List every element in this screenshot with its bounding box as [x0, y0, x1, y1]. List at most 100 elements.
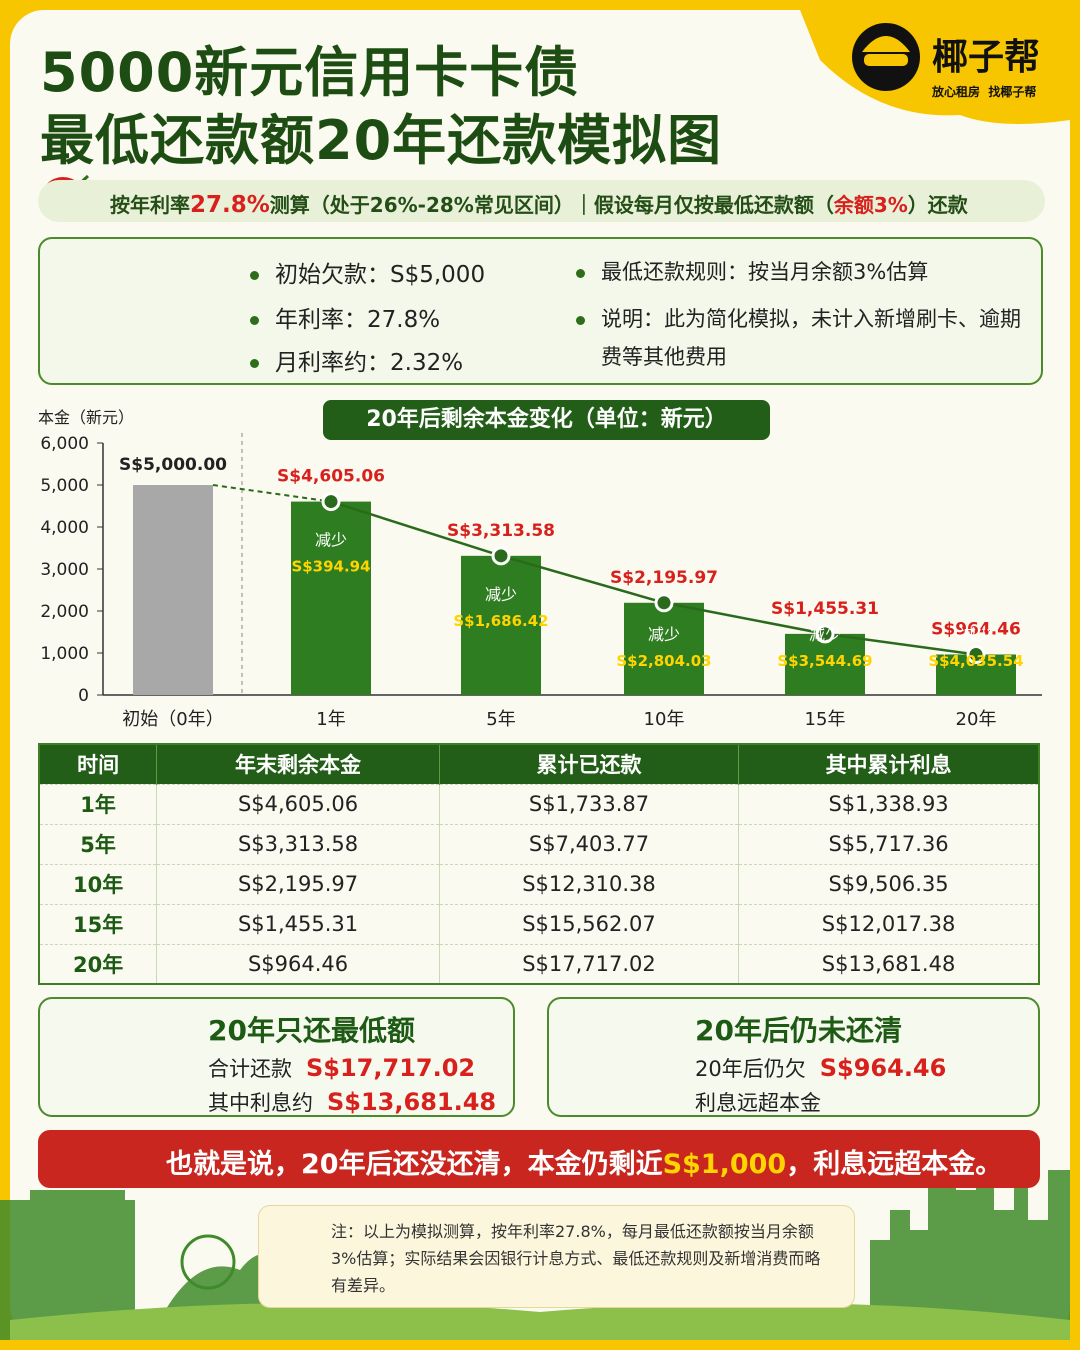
bar	[785, 633, 865, 695]
y-tick-label: 0	[78, 686, 89, 706]
y-tick-label: 1,000	[40, 644, 89, 664]
text: 按年利率	[110, 193, 190, 217]
card: 20年只还最低额 合计还款 S$17,717.02 其中利息约 S$13,681.4…	[38, 997, 515, 1117]
table-cell: 15年	[39, 903, 158, 944]
y-tick-label: 3,000	[40, 560, 89, 580]
table-cell: S$13,681.48	[738, 943, 1040, 984]
table-cell: S$4,605.06	[156, 783, 440, 824]
table-cell: S$15,562.07	[439, 903, 740, 944]
table-row: 1年 S$4,605.06 S$1,733.87 S$1,338.93	[39, 783, 1040, 824]
brand: 椰子帮	[932, 37, 1041, 78]
bar	[624, 602, 704, 695]
table-cell: S$7,403.77	[439, 823, 740, 864]
slogan: 放心租房 找椰子帮	[932, 85, 1037, 99]
table-cell: S$9,506.35	[738, 863, 1040, 904]
amount: S$17,717.02	[306, 1054, 476, 1082]
table-cell: 1年	[39, 783, 158, 824]
table-cell: S$1,455.31	[156, 903, 440, 944]
table-cell: S$12,310.38	[439, 863, 740, 904]
point	[321, 492, 341, 512]
card-line: 合计还款 S$17,717.02	[208, 1053, 513, 1083]
table-cell: S$17,717.02	[439, 943, 740, 984]
value-label: S$5,000.00	[119, 455, 227, 475]
reduction-label: S$2,804.03	[616, 652, 711, 670]
point	[654, 593, 674, 613]
table: 时间 年末剩余本金 累计已还款 其中累计利息 1年 S$4,605.06 S$1,733.8…	[38, 743, 1040, 985]
table-cell: 20年	[39, 943, 158, 984]
title-line: 5000新元信用卡卡债	[40, 41, 580, 104]
assumption: 按年利率27.8%测算（处于26%-28%常见区间）｜假设每月仅按最低还款额（余…	[38, 180, 1045, 222]
x-tick-label: 20年	[956, 709, 997, 730]
card: 20年后仍未还清 20年后仍欠 S$964.46 利息远超本金	[547, 997, 1040, 1117]
highlight: S$1,000	[662, 1149, 787, 1180]
table-header: 时间	[39, 744, 158, 784]
title-line: 最低还款额20年还款模拟图	[40, 109, 723, 172]
card-line: 20年后仍欠 S$964.46	[695, 1053, 1038, 1083]
banner: 也就是说，20年后还没还清，本金仍剩近S$1,000，利息远超本金。	[38, 1130, 1040, 1188]
table-header: 其中累计利息	[738, 744, 1040, 784]
info-item: 年利率：27.8%	[250, 300, 440, 334]
value-label: S$4,605.06	[277, 467, 385, 487]
point	[966, 644, 986, 664]
text: 也就是说，20年后还没还清，本金仍剩近	[166, 1149, 663, 1180]
table-cell: S$12,017.38	[738, 903, 1040, 944]
card-title: 20年只还最低额	[208, 1014, 415, 1047]
info-item: 最低还款规则：按当月余额3%估算	[576, 256, 928, 286]
amount: S$13,681.48	[327, 1088, 497, 1116]
table-header: 年末剩余本金	[156, 744, 440, 784]
text: ）还款	[907, 193, 968, 217]
value-label: S$2,195.97	[610, 568, 718, 588]
rate: 27.8%	[190, 192, 270, 218]
label: 其中利息约	[208, 1091, 313, 1115]
table-cell: 10年	[39, 863, 158, 904]
value-label: S$1,455.31	[771, 599, 879, 619]
value-label: S$964.46	[931, 619, 1021, 639]
x-tick-label: 1年	[316, 709, 345, 730]
table-row: 5年 S$3,313.58 S$7,403.77 S$5,717.36	[39, 823, 1040, 864]
point	[491, 546, 511, 566]
bar	[133, 485, 213, 695]
table-cell: S$1,733.87	[439, 783, 740, 824]
text: ，利息远超本金。	[786, 1149, 1003, 1180]
card-line: 利息远超本金	[695, 1087, 1038, 1117]
amount: S$964.46	[819, 1054, 947, 1082]
y-tick-label: 6,000	[40, 434, 89, 454]
reduction-word: 减少	[648, 625, 680, 644]
table-cell: S$1,338.93	[738, 783, 1040, 824]
value-label: S$3,313.58	[447, 521, 555, 541]
reduction-word: 减少	[960, 625, 992, 644]
label: 利息远超本金	[695, 1091, 821, 1115]
chart-title: 20年后剩余本金变化（单位：新元）	[323, 400, 770, 440]
info-item: 月利率约：2.32%	[250, 343, 463, 377]
table-cell: S$5,717.36	[738, 823, 1040, 864]
reduction-label: S$394.94	[291, 558, 370, 576]
table-cell: S$3,313.58	[156, 823, 440, 864]
reduction-label: S$3,544.69	[777, 652, 872, 670]
y-tick-label: 4,000	[40, 518, 89, 538]
table-cell: S$964.46	[156, 943, 440, 984]
reduction-word: 减少	[485, 585, 517, 604]
point	[815, 624, 835, 644]
card-title: 20年后仍未还清	[695, 1014, 902, 1047]
y-axis-label: 本金（新元）	[38, 408, 135, 427]
rule: 余额3%	[833, 193, 908, 217]
table-cell: 5年	[39, 823, 158, 864]
table-row: 15年 S$1,455.31 S$15,562.07 S$12,017.38	[39, 903, 1040, 944]
x-tick-label: 15年	[805, 709, 846, 730]
note: 注：以上为模拟测算，按年利率27.8%，每月最低还款额按当月余额3%估算；实际结…	[258, 1205, 855, 1308]
text: 测算（处于26%-28%常见区间）｜假设每月仅按最低还款额（	[269, 193, 834, 217]
bar	[291, 501, 371, 695]
reduction-label: S$4,035.54	[928, 652, 1023, 670]
label: 合计还款	[208, 1057, 292, 1081]
label: 20年后仍欠	[695, 1057, 806, 1081]
info-item: 初始欠款：S$5,000	[250, 255, 485, 289]
y-tick-label: 2,000	[40, 602, 89, 622]
chart: 0 1,000 2,000 3,000 4,000 5,000 6,000 初始（0年） 1年 5…	[40, 433, 1042, 730]
info-item: 说明：此为简化模拟，未计入新增刷卡、逾期费等其他费用	[576, 300, 1026, 376]
y-tick-label: 5,000	[40, 476, 89, 496]
card-line: 其中利息约 S$13,681.48	[208, 1087, 513, 1117]
x-tick-label: 5年	[486, 709, 515, 730]
reduction-word: 减少	[315, 531, 347, 550]
trend-lead	[212, 484, 332, 503]
table-cell: S$2,195.97	[156, 863, 440, 904]
